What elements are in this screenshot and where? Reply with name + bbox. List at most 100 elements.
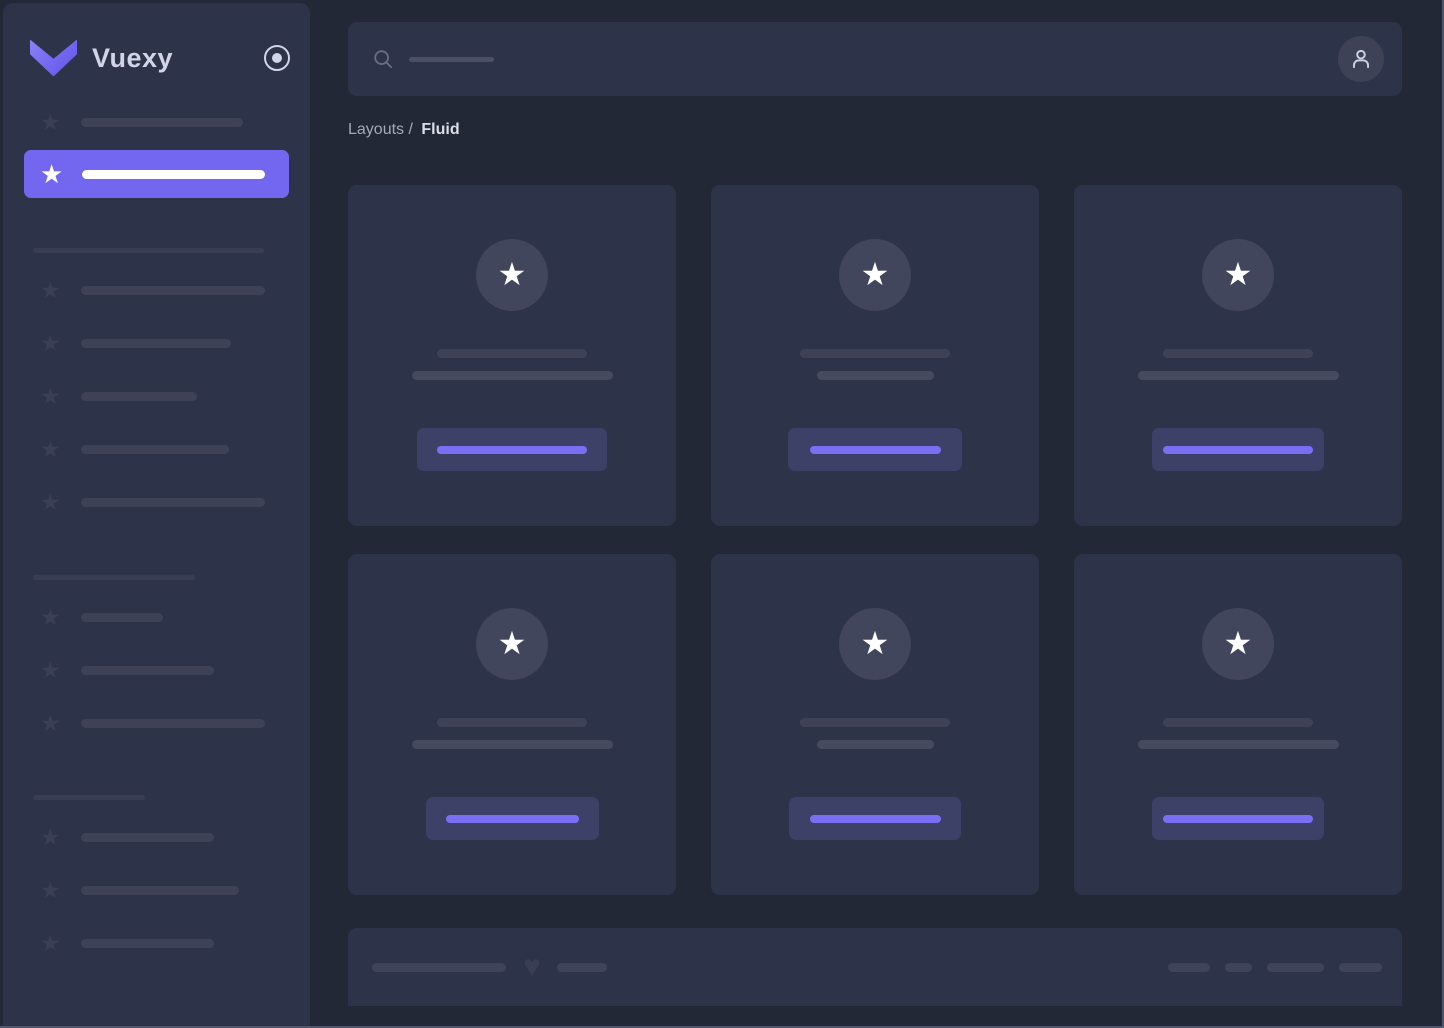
nav-item-label-bar xyxy=(81,612,163,622)
nav-item-label-bar xyxy=(81,497,265,507)
star-icon: ★ xyxy=(40,158,64,189)
placeholder-card: ★ xyxy=(711,185,1039,526)
vuexy-logo-icon xyxy=(30,39,77,77)
card-button-label-bar xyxy=(1163,814,1313,823)
footer-placeholder-bar xyxy=(1267,962,1324,972)
nav-item-label-bar xyxy=(81,285,265,295)
star-icon: ★ xyxy=(1223,255,1253,292)
user-icon xyxy=(1352,49,1370,69)
star-icon: ★ xyxy=(40,383,61,409)
sidebar-nav-item[interactable]: ★ xyxy=(40,331,286,355)
nav-item-label-bar xyxy=(82,169,265,179)
star-icon: ★ xyxy=(40,930,61,956)
breadcrumb-current: Fluid xyxy=(421,121,460,138)
sidebar: Vuexy ★ ★ ★ ★ ★ ★ ★ ★ ★ ★ ★ ★ xyxy=(3,3,310,1028)
card-button[interactable] xyxy=(1152,797,1324,840)
sidebar-nav-item[interactable]: ★ xyxy=(40,605,286,629)
nav-item-label-bar xyxy=(81,832,214,842)
nav-item-label-bar xyxy=(81,938,214,948)
radio-dot-inner xyxy=(272,53,282,63)
nav-item-label-bar xyxy=(81,117,243,127)
card-subtitle-bar xyxy=(1137,371,1339,380)
card-subtitle-bar xyxy=(816,740,934,749)
star-icon: ★ xyxy=(1223,624,1253,661)
star-icon: ★ xyxy=(40,436,61,462)
card-button[interactable] xyxy=(417,428,607,471)
footer-placeholder-bar xyxy=(1168,962,1210,972)
main-content: Layouts / Fluid ★ ★ ★ ★ xyxy=(348,0,1402,1006)
star-icon: ★ xyxy=(497,255,527,292)
nav-section-divider xyxy=(33,575,195,580)
placeholder-card: ★ xyxy=(1074,554,1402,895)
star-icon: ★ xyxy=(40,877,61,903)
card-button-label-bar xyxy=(445,814,579,823)
card-title-bar xyxy=(800,718,950,727)
placeholder-card: ★ xyxy=(1074,185,1402,526)
breadcrumb-parent[interactable]: Layouts xyxy=(348,121,405,138)
star-icon: ★ xyxy=(40,710,61,736)
placeholder-card: ★ xyxy=(711,554,1039,895)
radio-dot-icon[interactable] xyxy=(264,45,290,71)
card-button-label-bar xyxy=(1163,445,1313,454)
card-avatar: ★ xyxy=(1202,239,1274,311)
card-button[interactable] xyxy=(788,428,962,471)
heart-icon: ♥ xyxy=(523,950,541,983)
sidebar-nav: ★ ★ ★ ★ ★ ★ ★ ★ ★ ★ ★ ★ ★ xyxy=(3,110,310,955)
star-icon: ★ xyxy=(40,604,61,630)
placeholder-card: ★ xyxy=(348,554,676,895)
card-button[interactable] xyxy=(1152,428,1324,471)
nav-item-label-bar xyxy=(81,718,265,728)
card-button-label-bar xyxy=(809,445,941,454)
card-avatar: ★ xyxy=(1202,608,1274,680)
nav-item-label-bar xyxy=(81,665,214,675)
card-subtitle-bar xyxy=(816,371,934,380)
card-grid: ★ ★ ★ ★ ★ xyxy=(348,185,1402,895)
nav-item-label-bar xyxy=(81,391,197,401)
card-subtitle-bar xyxy=(411,371,613,380)
search-input[interactable] xyxy=(372,48,1338,70)
nav-item-label-bar xyxy=(81,338,231,348)
card-avatar: ★ xyxy=(839,239,911,311)
star-icon: ★ xyxy=(40,824,61,850)
sidebar-nav-item[interactable]: ★ xyxy=(40,384,286,408)
sidebar-logo-row: Vuexy xyxy=(30,38,290,78)
user-avatar[interactable] xyxy=(1338,36,1384,82)
search-icon xyxy=(374,50,393,69)
card-title-bar xyxy=(800,349,950,358)
sidebar-nav-item[interactable]: ★ xyxy=(40,437,286,461)
nav-item-label-bar xyxy=(81,444,229,454)
card-avatar: ★ xyxy=(476,608,548,680)
card-button[interactable] xyxy=(789,797,961,840)
star-icon: ★ xyxy=(40,109,61,135)
footer-placeholder-bar xyxy=(1225,962,1252,972)
card-title-bar xyxy=(1163,349,1313,358)
sidebar-nav-item[interactable]: ★ xyxy=(40,711,286,735)
breadcrumb-separator: / xyxy=(404,121,418,138)
sidebar-nav-item[interactable]: ★ xyxy=(40,278,286,302)
sidebar-nav-item[interactable]: ★ xyxy=(40,825,286,849)
card-title-bar xyxy=(437,349,587,358)
card-button[interactable] xyxy=(425,797,599,840)
sidebar-nav-item-active[interactable]: ★ xyxy=(24,150,289,198)
sidebar-nav-item[interactable]: ★ xyxy=(40,490,286,514)
card-subtitle-bar xyxy=(411,740,613,749)
card-avatar: ★ xyxy=(476,239,548,311)
nav-section-divider xyxy=(33,248,264,253)
sidebar-nav-item[interactable]: ★ xyxy=(40,110,286,134)
card-button-label-bar xyxy=(437,445,587,454)
nav-item-label-bar xyxy=(81,885,239,895)
card-title-bar xyxy=(1163,718,1313,727)
sidebar-nav-item[interactable]: ★ xyxy=(40,658,286,682)
sidebar-nav-item[interactable]: ★ xyxy=(40,878,286,902)
card-title-bar xyxy=(437,718,587,727)
star-icon: ★ xyxy=(860,255,890,292)
nav-section-divider xyxy=(33,795,145,800)
sidebar-nav-item[interactable]: ★ xyxy=(40,931,286,955)
footer-placeholder-bar xyxy=(556,962,607,972)
card-subtitle-bar xyxy=(1137,740,1339,749)
brand-title: Vuexy xyxy=(92,42,174,73)
footer-links xyxy=(1168,962,1382,972)
star-icon: ★ xyxy=(40,489,61,515)
card-avatar: ★ xyxy=(839,608,911,680)
